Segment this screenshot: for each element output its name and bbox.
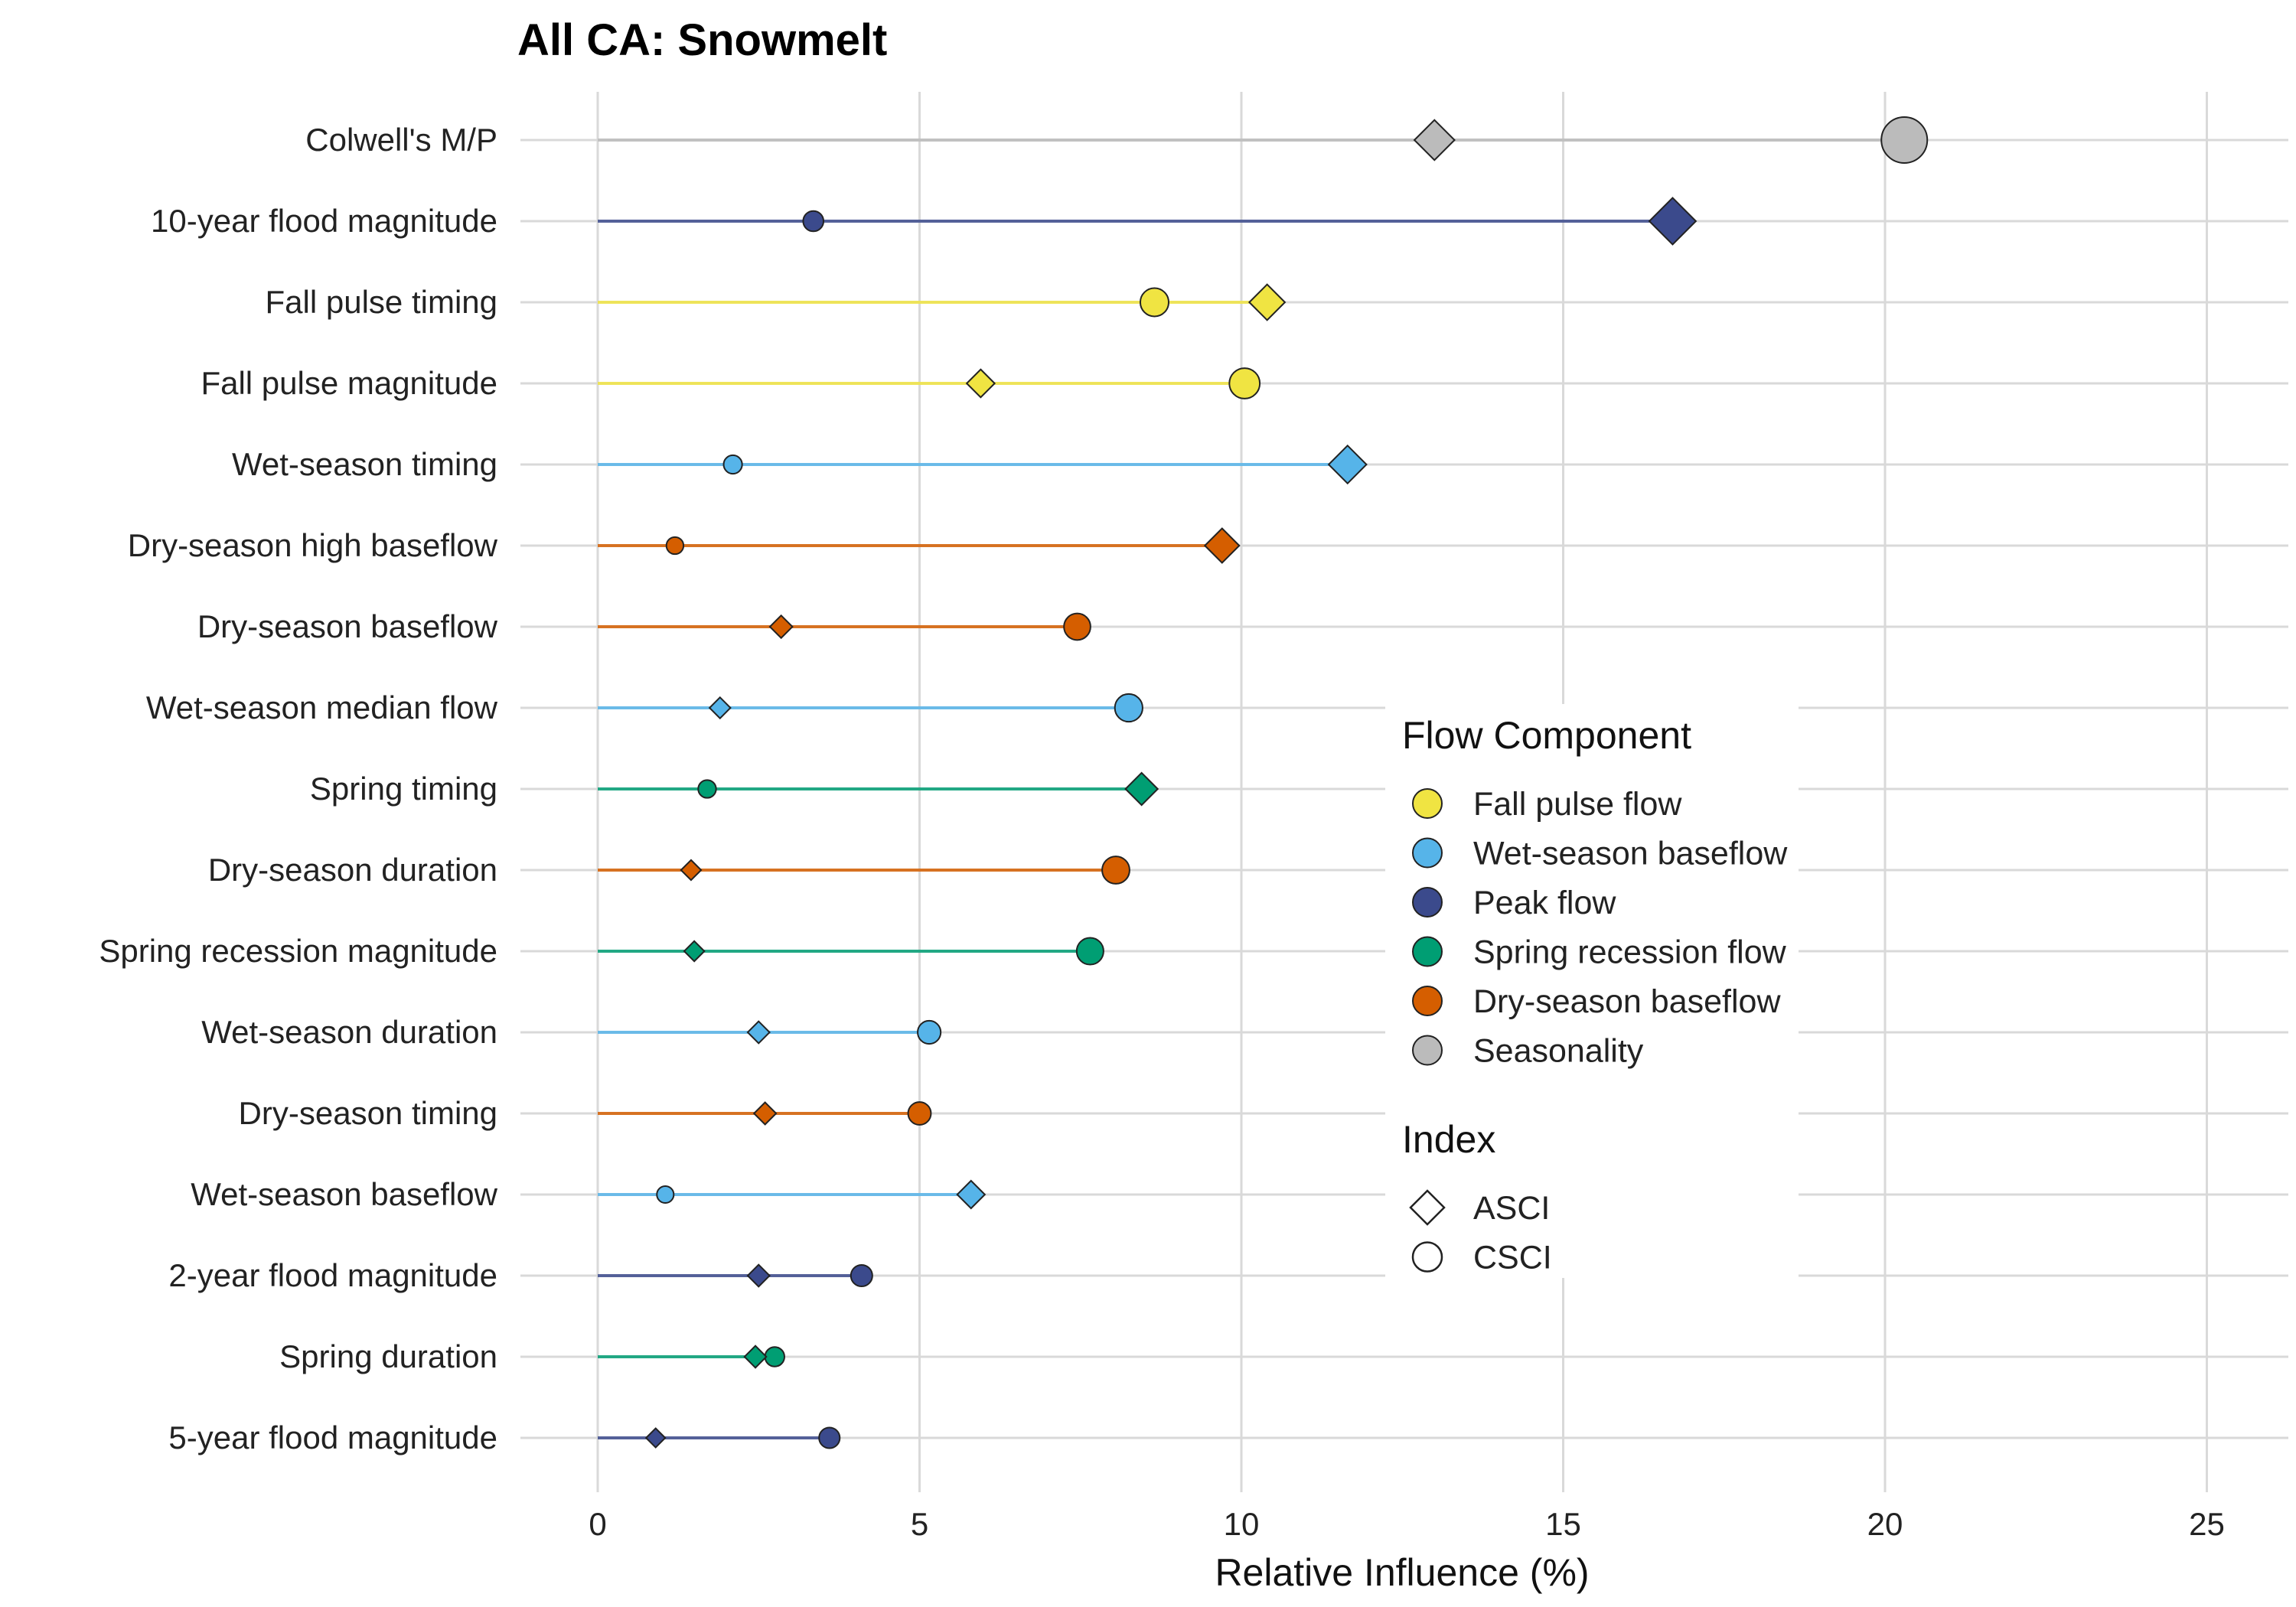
asci-point	[956, 1179, 987, 1210]
csci-point	[1101, 856, 1130, 885]
y-tick-label: Fall pulse timing	[266, 284, 497, 320]
y-tick-label: Dry-season high baseflow	[128, 527, 498, 563]
legend-label: Seasonality	[1473, 1033, 1644, 1070]
asci-point	[746, 1263, 771, 1288]
x-tick-label: 25	[2189, 1506, 2225, 1542]
csci-point	[1063, 612, 1091, 641]
asci-point	[1648, 197, 1698, 246]
y-tick-label: Fall pulse magnitude	[201, 365, 497, 401]
y-tick-label: Dry-season baseflow	[197, 608, 498, 644]
asci-point	[752, 1101, 778, 1126]
legend-label: CSCI	[1473, 1240, 1552, 1276]
y-tick-label: Wet-season median flow	[146, 689, 498, 725]
y-tick-label: Wet-season baseflow	[191, 1176, 497, 1212]
y-tick-label: 10-year flood magnitude	[151, 203, 497, 239]
legend-key	[1412, 986, 1443, 1016]
x-tick-labels: 0 5 10 15 20 25	[589, 1506, 2225, 1542]
legend-key	[1412, 837, 1443, 869]
asci-point	[743, 1345, 768, 1369]
csci-point	[850, 1263, 873, 1288]
legend-label: Dry-season baseflow	[1473, 983, 1781, 1020]
x-tick-label: 20	[1867, 1506, 1903, 1542]
csci-point	[1114, 693, 1143, 723]
legend-key	[1412, 1035, 1443, 1066]
y-tick-label: Spring duration	[279, 1338, 497, 1374]
csci-point	[1228, 367, 1261, 399]
asci-point	[1203, 527, 1241, 564]
legend-key	[1409, 1189, 1446, 1226]
asci-point	[683, 940, 706, 963]
y-tick-label: Dry-season timing	[239, 1095, 497, 1131]
legend: Flow Component Fall pulse flow Wet-season …	[1385, 704, 1799, 1278]
legend-label: Wet-season baseflow	[1473, 836, 1788, 872]
asci-point	[965, 368, 996, 399]
csci-point	[697, 779, 717, 799]
csci-point	[1880, 116, 1929, 164]
legend-key	[1412, 788, 1443, 819]
legend-key	[1412, 936, 1443, 967]
chart-title: All CA: Snowmelt	[517, 15, 887, 65]
csci-point	[917, 1019, 942, 1045]
asci-point	[746, 1020, 771, 1045]
y-tick-label: Colwell's M/P	[305, 122, 497, 158]
legend-label: Peak flow	[1473, 885, 1616, 921]
asci-point	[1124, 771, 1159, 807]
asci-point	[768, 614, 794, 640]
csci-point	[764, 1346, 785, 1367]
asci-point	[1247, 283, 1287, 321]
legend-key	[1412, 887, 1443, 918]
y-tick-label: 5-year flood magnitude	[168, 1420, 497, 1455]
asci-point	[680, 859, 703, 882]
y-tick-labels: Colwell's M/P 10-year flood magnitude Fall…	[99, 122, 497, 1455]
csci-point	[1139, 287, 1169, 318]
csci-point	[665, 536, 685, 556]
asci-point	[708, 696, 732, 720]
csci-point	[1075, 937, 1104, 966]
legend-title: Flow Component	[1402, 714, 1691, 757]
legend-key	[1411, 1241, 1443, 1273]
y-tick-label: Spring timing	[310, 771, 497, 807]
asci-point	[1413, 119, 1456, 161]
legend-label: Spring recession flow	[1473, 934, 1787, 971]
legend-label: Fall pulse flow	[1473, 786, 1682, 823]
x-tick-label: 5	[911, 1506, 928, 1542]
csci-point	[656, 1185, 675, 1204]
x-tick-label: 10	[1224, 1506, 1260, 1542]
csci-point	[907, 1101, 932, 1126]
y-tick-label: Wet-season timing	[232, 446, 497, 482]
csci-point	[722, 454, 743, 475]
x-tick-label: 15	[1545, 1506, 1581, 1542]
legend-title: Index	[1402, 1118, 1495, 1161]
csci-point	[802, 210, 825, 233]
rows	[598, 116, 1929, 1449]
y-tick-label: Wet-season duration	[201, 1014, 497, 1050]
legend-background	[1385, 704, 1799, 1278]
csci-point	[818, 1426, 841, 1449]
asci-point	[1327, 444, 1368, 485]
asci-point	[644, 1427, 667, 1449]
x-tick-label: 0	[589, 1506, 606, 1542]
y-tick-label: 2-year flood magnitude	[168, 1257, 497, 1293]
y-tick-label: Spring recession magnitude	[99, 933, 497, 969]
legend-label: ASCI	[1473, 1190, 1550, 1227]
x-axis-label: Relative Influence (%)	[1215, 1551, 1589, 1594]
y-tick-label: Dry-season duration	[208, 852, 497, 888]
